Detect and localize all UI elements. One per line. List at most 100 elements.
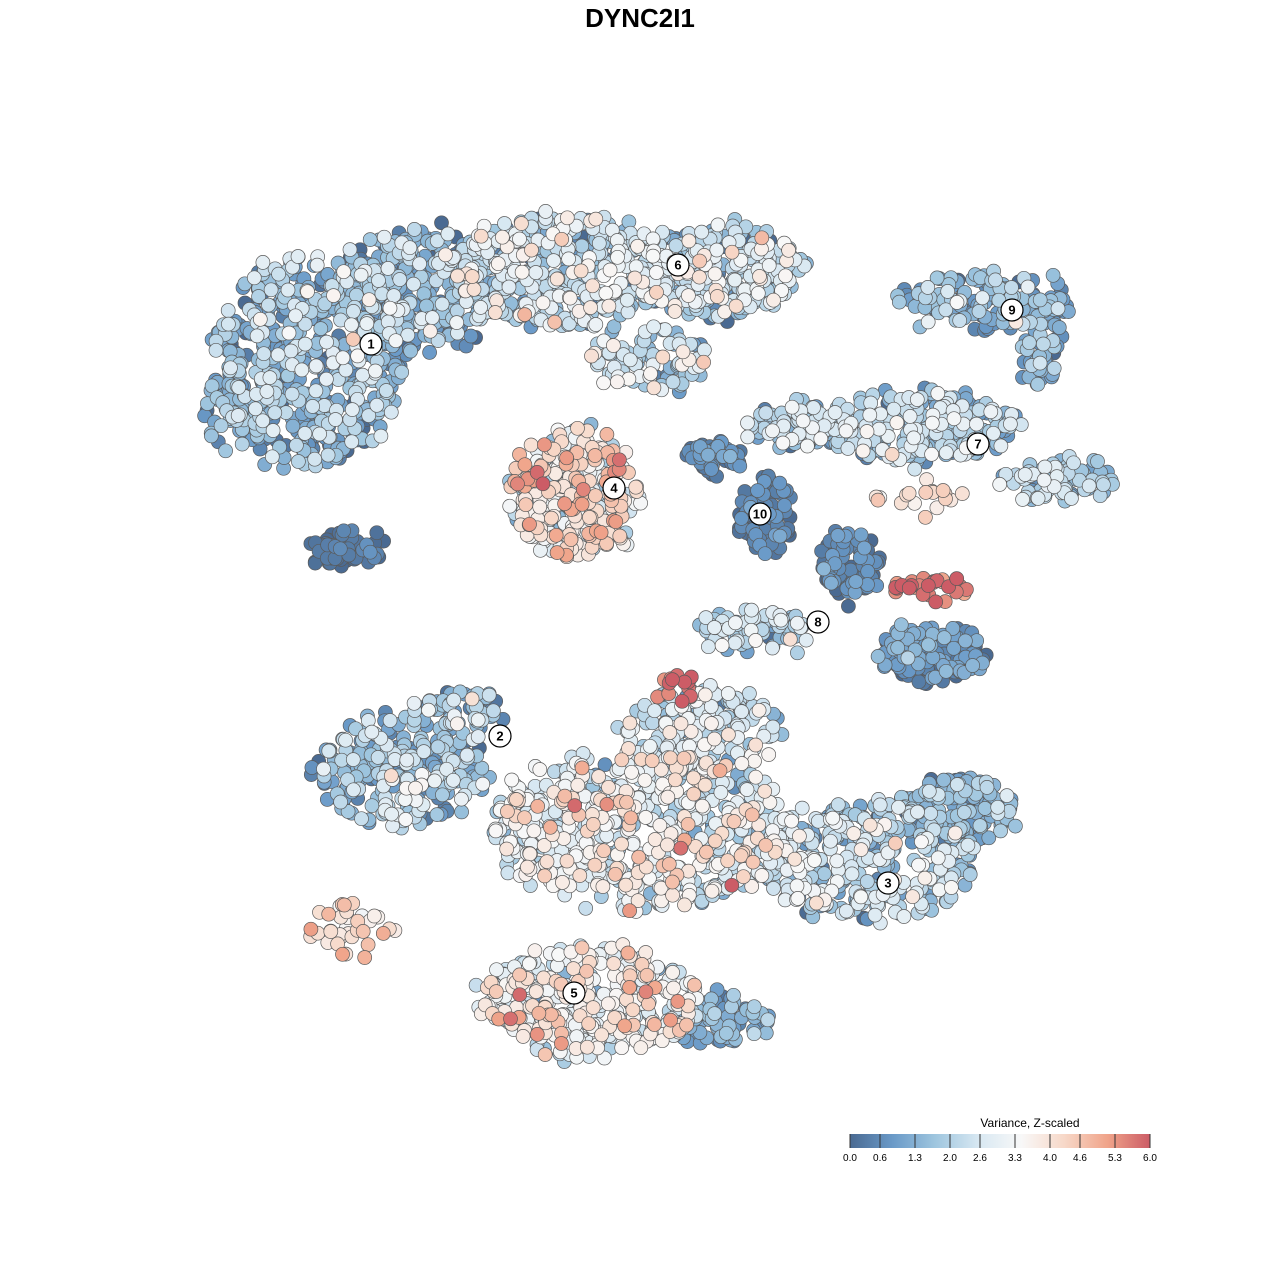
data-point (947, 825, 963, 841)
data-point (778, 268, 793, 284)
data-point (424, 310, 440, 326)
data-point (355, 367, 370, 383)
data-point (313, 321, 329, 336)
data-point (765, 640, 780, 656)
data-point (255, 255, 271, 270)
data-point (263, 282, 279, 298)
data-point (514, 264, 530, 280)
data-point (289, 437, 304, 453)
data-point (521, 956, 537, 972)
data-point (308, 383, 324, 399)
data-point (600, 996, 616, 1012)
data-point (532, 499, 548, 515)
data-point (816, 866, 832, 882)
data-point (532, 762, 548, 777)
data-point (862, 407, 878, 423)
data-point (595, 879, 611, 894)
data-point (649, 265, 664, 280)
data-point (906, 430, 922, 446)
data-point (408, 780, 423, 796)
data-point (346, 304, 361, 319)
data-point (346, 782, 361, 798)
data-point (220, 303, 236, 318)
data-point (871, 421, 887, 437)
data-point (992, 477, 1008, 492)
data-point (208, 342, 224, 358)
data-point (710, 217, 726, 233)
data-point (1017, 467, 1033, 482)
data-point (921, 637, 936, 653)
data-point (630, 238, 645, 254)
data-point (561, 251, 576, 267)
data-point (829, 853, 845, 869)
data-point (660, 789, 676, 805)
data-point (495, 229, 510, 245)
data-point (430, 739, 446, 755)
data-point (841, 598, 856, 614)
points-layer (197, 204, 1120, 1069)
data-point (470, 729, 486, 745)
data-point (777, 498, 792, 513)
data-point (473, 300, 488, 315)
data-point (758, 405, 774, 421)
data-point (971, 304, 987, 319)
data-point (713, 785, 729, 800)
chart-title: DYNC2I1 (585, 3, 695, 33)
data-point (909, 392, 925, 407)
data-point (891, 294, 907, 310)
data-point (784, 813, 799, 829)
data-point (204, 428, 219, 444)
data-point (328, 412, 343, 427)
data-point (750, 483, 765, 498)
data-point (665, 965, 680, 980)
data-point (637, 772, 653, 788)
data-point (416, 744, 432, 759)
data-point (681, 233, 697, 249)
data-point (290, 249, 306, 264)
data-point (891, 799, 906, 815)
data-point (526, 823, 542, 839)
data-point (1037, 459, 1053, 475)
data-point (772, 528, 788, 544)
data-point (965, 658, 980, 673)
data-point (606, 338, 621, 353)
data-point (262, 370, 278, 385)
data-point (1096, 477, 1111, 493)
data-point (704, 716, 719, 731)
data-point (344, 317, 359, 333)
data-point (642, 738, 658, 754)
data-point (856, 540, 872, 556)
data-point (988, 272, 1003, 288)
data-point (406, 695, 422, 711)
data-point (336, 523, 352, 539)
data-point (570, 777, 586, 793)
data-point (312, 426, 327, 442)
data-point (300, 284, 315, 299)
data-point (528, 265, 544, 280)
data-point (500, 865, 516, 881)
data-point (694, 798, 710, 814)
data-point (535, 295, 551, 311)
data-point (297, 426, 313, 441)
data-point (336, 264, 352, 280)
data-point (597, 757, 613, 773)
data-point (728, 615, 743, 631)
data-point (647, 703, 662, 719)
data-point (946, 411, 962, 427)
data-point (846, 826, 862, 841)
data-point (681, 288, 696, 303)
data-point (438, 247, 453, 263)
data-point (697, 687, 713, 703)
data-point (281, 325, 297, 341)
data-point (920, 280, 936, 295)
data-point (382, 300, 398, 316)
data-point (1020, 279, 1036, 295)
data-point (747, 753, 762, 769)
data-point (700, 447, 716, 463)
data-point (1050, 301, 1066, 316)
data-point (305, 399, 320, 414)
data-point (872, 797, 888, 813)
data-point (859, 424, 875, 439)
data-point (249, 328, 265, 344)
data-point (746, 999, 762, 1015)
